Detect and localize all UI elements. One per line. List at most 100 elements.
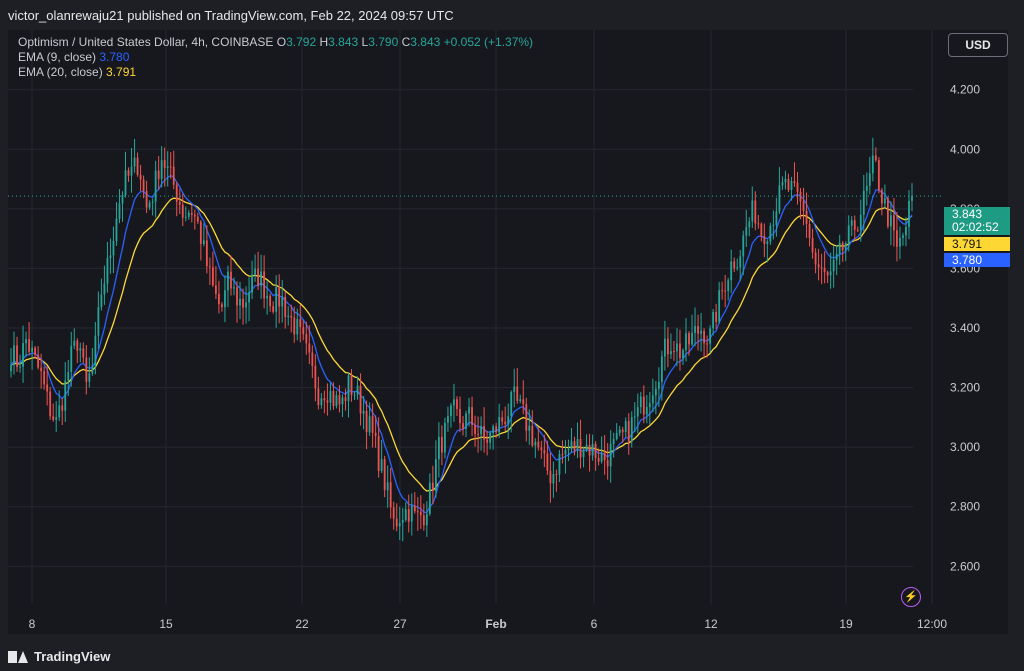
candle-body [248,292,250,303]
ema9-label: EMA (9, close) [18,50,97,64]
candle-body [579,439,582,458]
publisher-bar: victor_olanrewaju21 published on Trading… [0,0,1024,30]
candlesticks [10,137,913,542]
candle-body [10,365,12,372]
candle-body [118,203,121,219]
candle-body [582,450,585,458]
chart-frame[interactable]: 2.6002.8003.0003.2003.4003.6003.8004.000… [8,30,1008,634]
candle-body [178,201,181,205]
candle-body [832,259,835,272]
legend-ema20-row[interactable]: EMA (20, close) 3.791 [18,65,533,80]
candle-body [615,432,618,440]
candle-body [549,470,552,484]
candle-body [519,399,522,401]
candle-body [73,340,76,346]
candle-body [908,200,910,227]
candle-body [441,437,443,453]
candle-body [190,212,193,215]
candle-body [688,333,690,345]
candle-body [585,444,588,451]
candle-body [133,157,136,167]
tradingview-brand[interactable]: TradingView [8,649,110,664]
y-tick-label: 2.800 [950,500,980,514]
candle-body [302,327,305,335]
candle-body [31,347,33,352]
candle-body [266,295,269,299]
candle-body [55,417,58,420]
candle-body [793,181,796,183]
candle-body [712,311,715,329]
candle-body [543,450,546,454]
candle-body [657,381,660,389]
candle-body [332,390,335,407]
candle-body [709,328,712,344]
candle-body [504,421,507,425]
candle-body [227,271,229,291]
candle-body [600,452,603,462]
lightning-icon[interactable]: ⚡ [901,587,921,607]
candle-body [778,185,781,212]
candle-body [561,454,564,456]
candle-body [679,343,681,359]
candle-body [528,425,531,431]
candle-body [591,443,594,456]
candle-body [112,241,115,256]
legend-ema9-row[interactable]: EMA (9, close) 3.780 [18,50,533,65]
candle-body [483,426,486,440]
y-axis-labels: 2.6002.8003.0003.2003.4003.6003.8004.000… [950,83,980,574]
candle-body [416,511,419,513]
candle-body [347,375,350,402]
candle-body [447,416,449,423]
x-tick-label: 12 [704,617,718,631]
candle-body [621,429,624,433]
ema20-value: 3.791 [106,65,137,79]
candle-body [886,198,889,227]
candle-body [359,385,362,414]
candle-body [85,357,88,382]
candle-body [859,214,862,231]
ema20-price-tag: 3.791 [944,237,1010,251]
candle-body [350,375,353,395]
candle-body [422,515,425,526]
candle-body [43,371,46,385]
candle-body [667,338,669,355]
candle-body [362,410,365,414]
candle-body [245,302,247,308]
candle-body [142,179,145,191]
candle-body [862,190,865,215]
candle-body [221,304,223,308]
candle-body [462,423,464,429]
candle-body [450,405,452,417]
candle-body [202,240,205,245]
candle-body [109,255,112,259]
candle-body [160,160,163,180]
candle-body [395,518,398,527]
candle-body [365,410,368,433]
candle-body [413,505,416,512]
candle-body [25,339,27,344]
currency-button[interactable]: USD [948,33,1008,57]
candle-body [534,441,537,446]
candle-body [715,311,718,323]
candle-body [606,460,609,467]
candle-body [627,421,630,442]
candle-body [847,225,850,243]
grid-lines [8,30,933,604]
candle-body [335,395,338,407]
candle-body [642,396,645,415]
candle-body [215,285,217,294]
price-chart[interactable]: 2.6002.8003.0003.2003.4003.6003.8004.000… [8,30,1008,634]
candle-body [835,253,838,260]
candle-body [404,509,407,520]
candle-body [899,237,901,247]
ema20-line-group [10,197,913,492]
candle-body [314,365,317,389]
x-tick-label: 8 [29,617,36,631]
candle-body [163,160,166,168]
candle-body [823,267,826,273]
candle-body [552,474,555,484]
candle-body [648,403,651,408]
candle-body [486,439,489,443]
candle-body [106,258,109,284]
candle-body [40,367,43,372]
